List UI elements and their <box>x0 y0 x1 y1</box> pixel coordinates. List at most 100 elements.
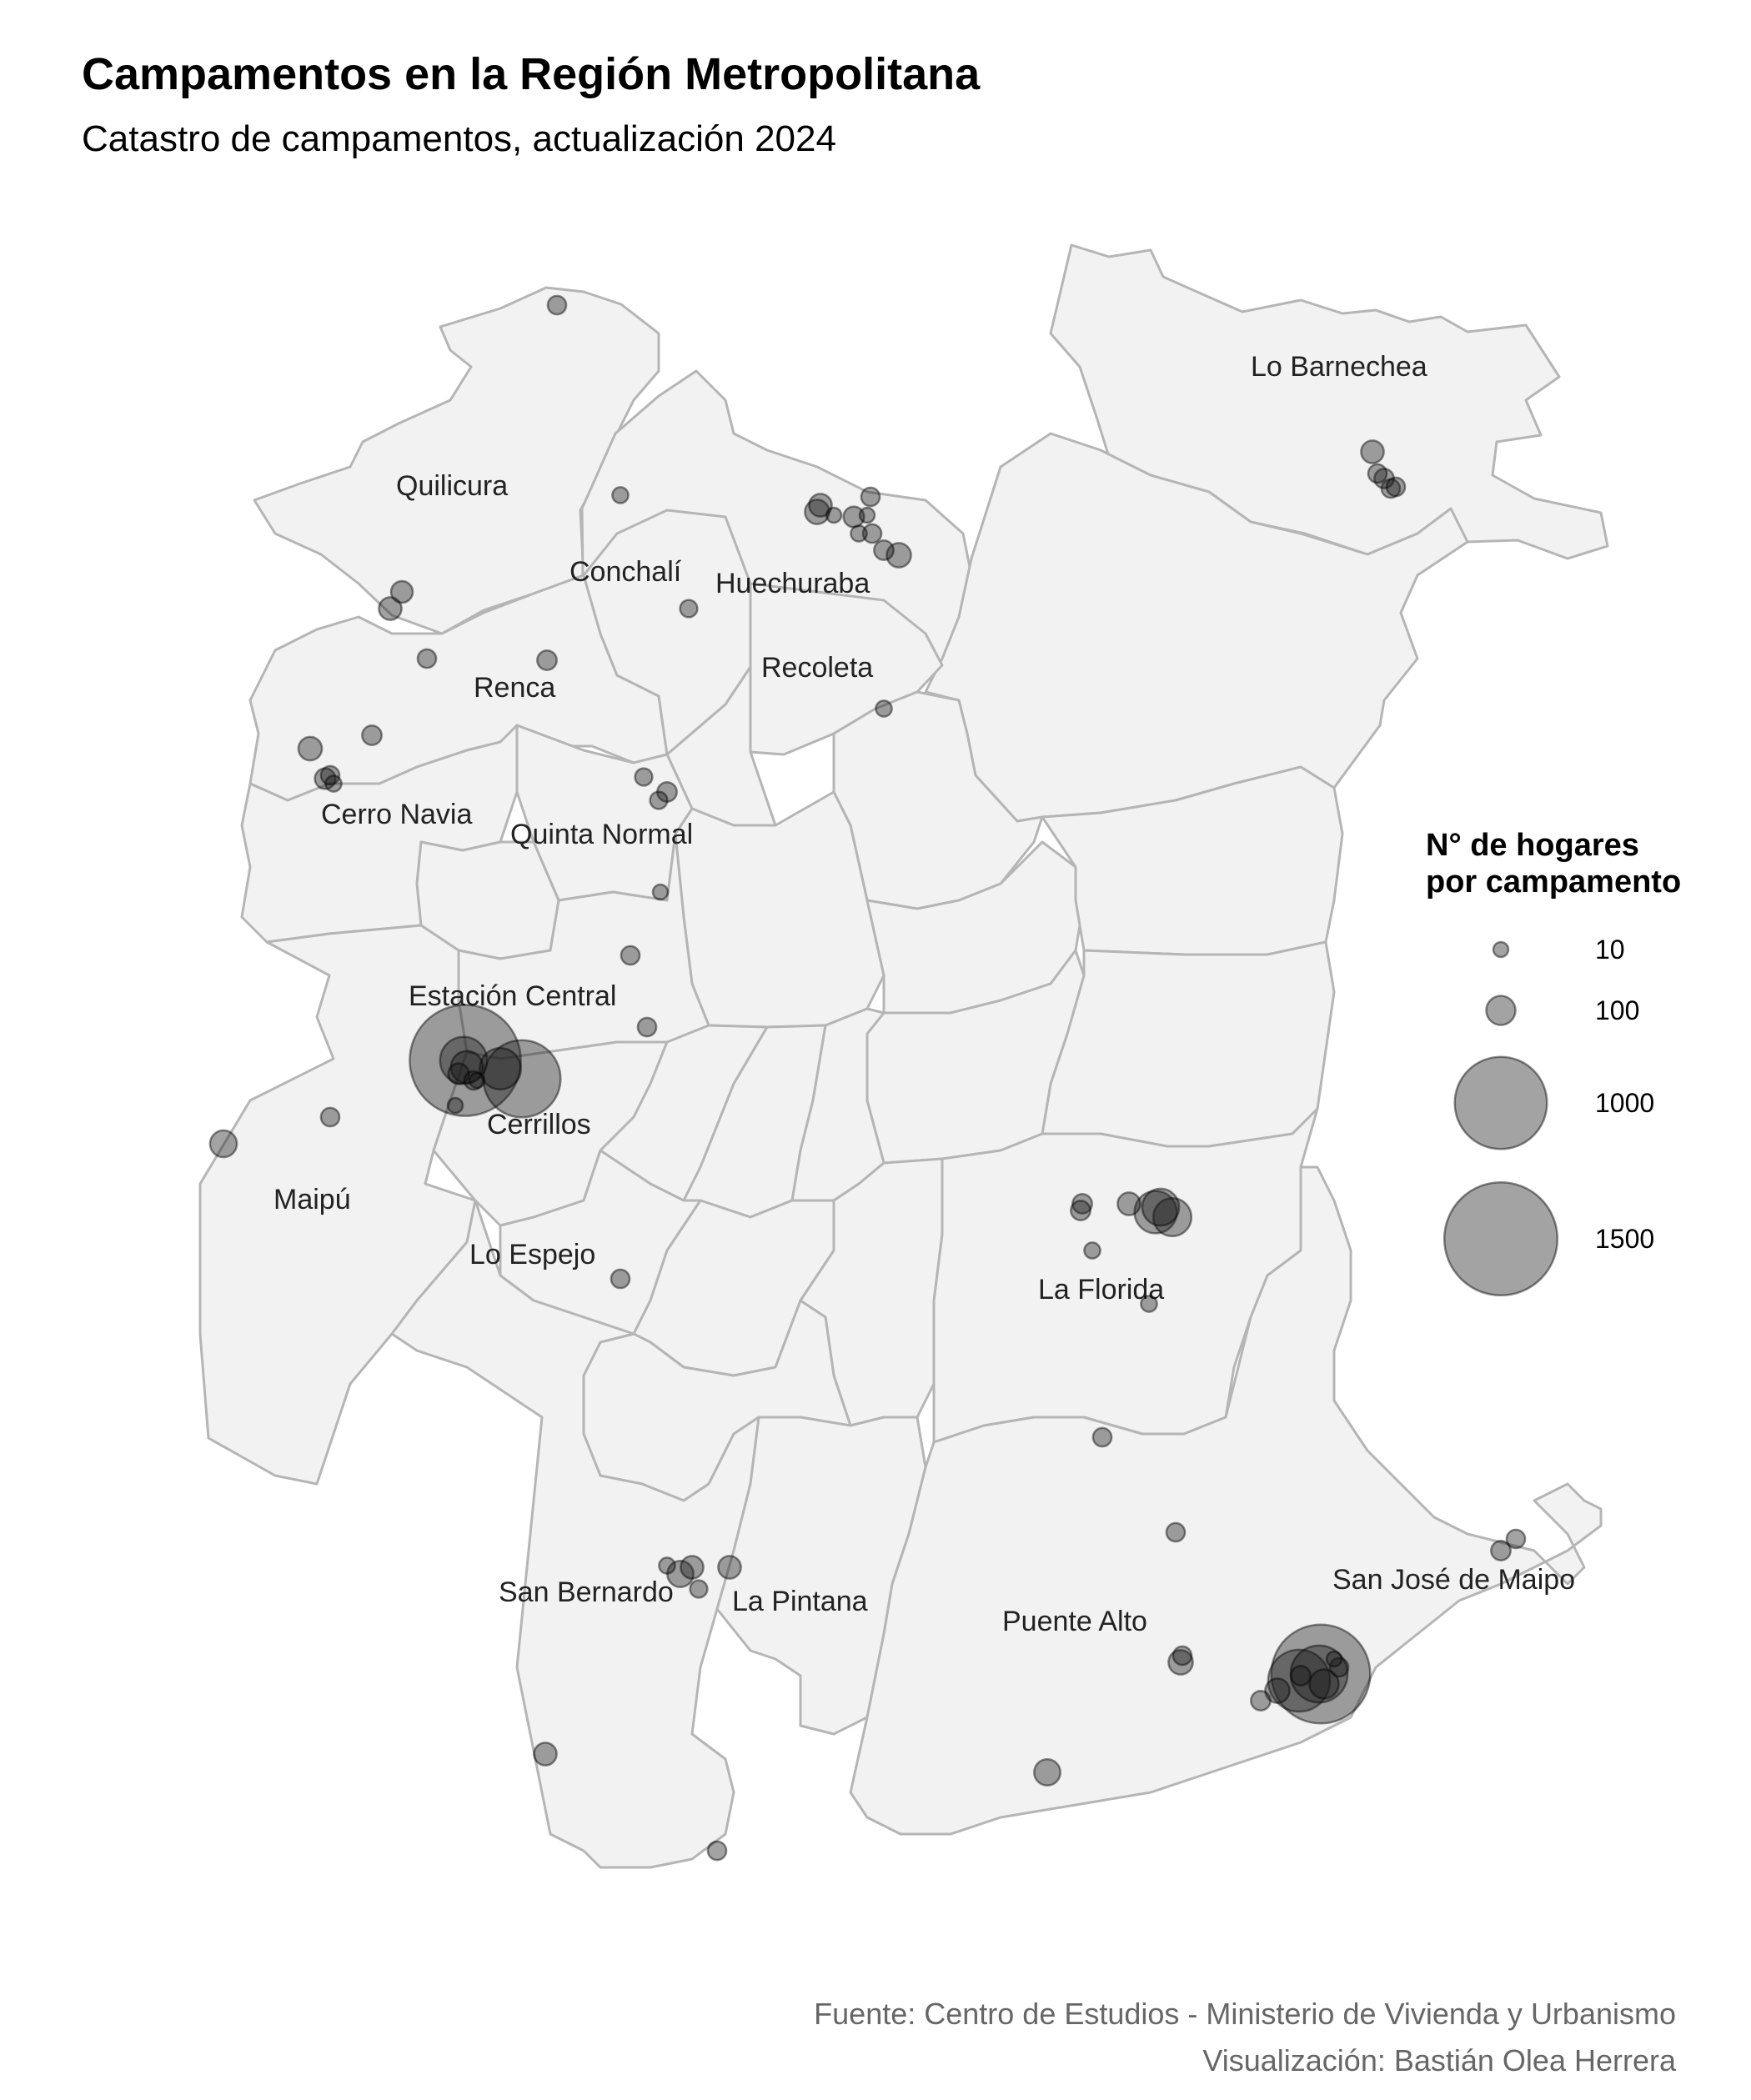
campamento-bubble <box>611 486 630 504</box>
campamento-bubble <box>1083 1241 1101 1260</box>
campamento-bubble <box>1267 1648 1332 1713</box>
campamento-bubble <box>842 505 865 529</box>
campamento-bubble <box>651 883 670 901</box>
label-quilicura: Quilicura <box>396 470 508 502</box>
campamento-bubble <box>1133 1190 1178 1235</box>
campamento-bubble <box>620 945 641 966</box>
campamento-bubble <box>706 1840 728 1862</box>
label-la-florida: La Florida <box>1038 1274 1164 1306</box>
campamento-bubble <box>636 1016 658 1038</box>
label-renca: Renca <box>474 672 555 704</box>
campamento-bubble <box>825 506 843 524</box>
chart-title: Campamentos en la Región Metropolitana <box>82 49 981 99</box>
legend-bubble <box>1492 940 1510 959</box>
campamento-bubble <box>1172 1645 1193 1666</box>
campamento-bubble <box>1071 1193 1093 1215</box>
label-cerrillos: Cerrillos <box>487 1109 591 1140</box>
legend-label: 10 <box>1595 935 1625 965</box>
campamento-bubble <box>409 1004 522 1117</box>
label-quinta-normal: Quinta Normal <box>510 819 693 850</box>
campamento-bubble <box>1151 1196 1193 1238</box>
campamento-bubble <box>1290 1665 1312 1687</box>
campamento-bubble <box>860 486 881 508</box>
campamento-bubble <box>886 542 912 569</box>
campamento-bubble <box>875 699 893 718</box>
campamento-bubble <box>1505 1528 1527 1550</box>
campamento-bubble <box>1325 1650 1343 1668</box>
campamento-bubble <box>1373 468 1395 489</box>
legend-label: 1000 <box>1595 1088 1654 1118</box>
campamento-bubble <box>804 499 830 525</box>
campamento-bubble <box>319 764 341 786</box>
legend-label: 100 <box>1595 995 1639 1025</box>
campamento-bubble <box>416 648 438 669</box>
campamento-bubble <box>1367 463 1388 484</box>
campamento-bubble <box>446 1096 464 1115</box>
caption-source: Fuente: Centro de Estudios - Ministerio … <box>814 1997 1676 2031</box>
campamento-bubble <box>1289 1644 1349 1704</box>
label-san-jose-de-maipo: San José de Maipo <box>1332 1564 1575 1596</box>
campamento-bubble <box>482 1039 562 1119</box>
legend-title-line2: por campamento <box>1426 865 1682 900</box>
label-puente-alto: Puente Alto <box>1002 1606 1147 1637</box>
legend-label: 1500 <box>1595 1224 1654 1254</box>
campamento-bubble <box>297 735 324 762</box>
legend-bubble <box>1485 995 1517 1026</box>
campamento-bubble <box>468 1071 486 1090</box>
campamento-bubbles <box>208 294 1527 1862</box>
campamento-bubble <box>666 1560 695 1588</box>
campamento-bubble <box>656 781 678 803</box>
campamento-bubble <box>850 524 868 543</box>
campamento-bubble <box>1167 1649 1194 1676</box>
legend-bubble <box>1453 1055 1548 1150</box>
campamento-bubble <box>1116 1191 1141 1216</box>
campamento-bubble <box>324 774 343 793</box>
label-huechuraba: Huechuraba <box>715 568 870 599</box>
campamento-bubble <box>1380 478 1402 499</box>
campamento-bubble <box>479 1047 522 1090</box>
comuna-labels: Lo Barnechea Quilicura Conchalí Huechura… <box>273 351 1575 1637</box>
campamento-bubble <box>689 1579 709 1599</box>
campamento-bubble <box>1490 1540 1512 1561</box>
campamento-bubble <box>1385 476 1407 498</box>
campamento-bubble <box>1140 1295 1158 1313</box>
campamento-bubble <box>649 790 669 810</box>
comuna-la-reina <box>1041 940 1336 1148</box>
campamento-bubble <box>680 1555 705 1580</box>
campamento-bubble <box>873 539 895 561</box>
campamento-bubble <box>314 767 337 790</box>
comuna-san-bernardo <box>390 1199 760 1869</box>
chart-subtitle: Catastro de campamentos, actualización 2… <box>82 118 836 159</box>
campamento-bubble <box>1328 1656 1350 1678</box>
label-cerro-navia: Cerro Navia <box>321 799 472 830</box>
campamento-bubble <box>546 294 568 316</box>
legend: 10 100 1000 1500 <box>1442 935 1654 1297</box>
campamento-bubble <box>1264 1677 1291 1704</box>
campamento-bubble <box>208 1129 238 1159</box>
campamento-bubble <box>679 599 699 619</box>
campamento-bubble <box>1250 1690 1272 1712</box>
campamento-bubble <box>1070 1200 1091 1221</box>
campamento-bubble <box>1270 1623 1372 1725</box>
campamento-bubble <box>447 1062 470 1085</box>
campamento-bubble <box>634 767 654 787</box>
label-la-pintana: La Pintana <box>732 1586 868 1617</box>
legend-bubble <box>1442 1180 1559 1297</box>
comuna-la-florida <box>932 1107 1319 1444</box>
comuna-puente-alto <box>849 1165 1603 1836</box>
campamento-bubble <box>389 579 414 604</box>
campamento-bubble <box>861 523 883 544</box>
label-conchali: Conchalí <box>569 556 682 588</box>
campamento-bubble <box>533 1742 558 1767</box>
campamento-bubble <box>658 1556 676 1575</box>
caption-author: Visualización: Bastián Olea Herrera <box>1202 2043 1676 2077</box>
label-maipu: Maipú <box>273 1184 351 1215</box>
label-recoleta: Recoleta <box>761 652 873 684</box>
campamento-bubble <box>1091 1426 1113 1448</box>
campamento-bubble <box>1141 1187 1181 1227</box>
comuna-penalolen <box>1041 765 1344 956</box>
campamento-bubble <box>610 1268 631 1290</box>
campamento-bubble <box>439 1035 489 1085</box>
campamento-bubble <box>319 1106 341 1128</box>
legend-title: N° de hogares por campamento <box>1426 827 1681 900</box>
